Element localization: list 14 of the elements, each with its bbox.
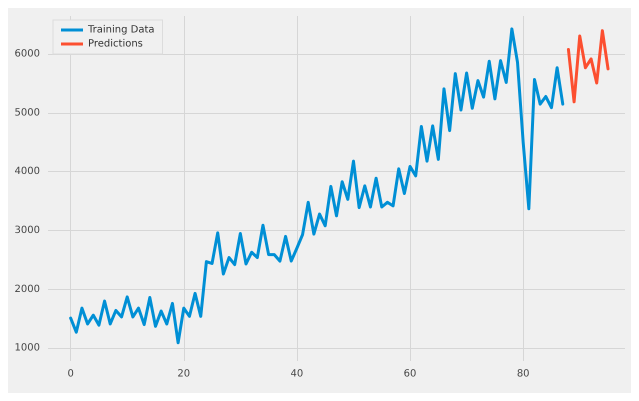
y-tick-label: 4000	[14, 166, 40, 178]
y-tick-label: 5000	[14, 107, 40, 118]
y-tick-label: 3000	[14, 225, 40, 236]
x-tick-label: 60	[404, 368, 416, 380]
line-series	[566, 29, 610, 104]
y-tick-label: 1000	[14, 342, 40, 354]
x-tick-label: 40	[290, 368, 304, 380]
x-tick-label: 20	[177, 368, 190, 380]
x-tick-label: 80	[516, 368, 530, 380]
y-tick-label: 6000	[14, 48, 40, 60]
legend-label: Training Data	[87, 24, 155, 36]
y-tick-label: 2000	[14, 284, 40, 295]
legend-label: Predictions	[88, 38, 143, 50]
x-tick-label: 0	[67, 368, 74, 380]
